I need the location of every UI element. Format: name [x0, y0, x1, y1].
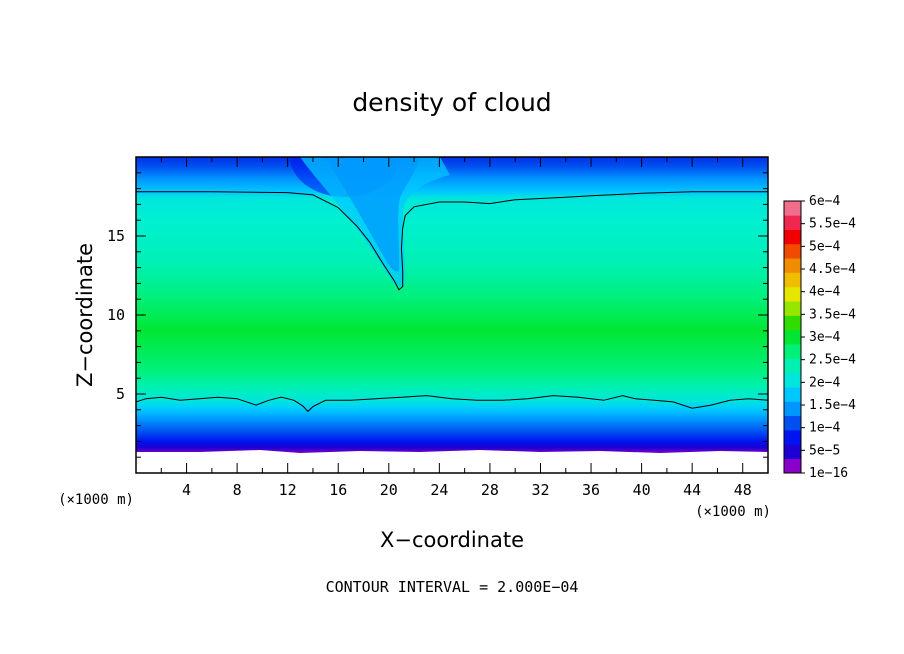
x-tick-label: 40: [633, 481, 651, 499]
x-tick-label: 36: [582, 481, 600, 499]
y-tick-label: 10: [107, 306, 125, 324]
colorbar-swatch: [784, 315, 801, 331]
colorbar-swatch: [784, 401, 801, 417]
x-axis-ticks: 4 8 12 16 20 24 28 32 36 40 44 48: [160, 157, 752, 499]
colorbar-label: 2.5e−4: [809, 353, 856, 368]
y-axis-label: Z−coordinate: [73, 243, 97, 387]
x-tick-label: 44: [683, 481, 701, 499]
colorbar-swatch: [784, 387, 801, 402]
y-axis-ticks: 5 10 15: [107, 172, 768, 458]
colorbar-swatch: [784, 415, 801, 431]
colorbar-swatch: [784, 430, 801, 445]
colorbar-label: 4e−4: [809, 285, 840, 300]
colorbar-label: 1e−16: [809, 466, 848, 481]
y-tick-label: 15: [107, 227, 125, 245]
colorbar-swatch: [784, 272, 801, 288]
downdraft-core: [325, 157, 420, 272]
density-field: [136, 157, 768, 473]
colorbar-swatch: [784, 329, 801, 345]
x-tick-label: 48: [734, 481, 752, 499]
colorbar-swatch: [784, 358, 801, 374]
colorbar-swatch: [784, 258, 801, 273]
chart-title: density of cloud: [352, 88, 551, 117]
contour-line-0: [136, 191, 768, 291]
colorbar-label: 6e−4: [809, 194, 840, 209]
x-tick-label: 12: [279, 481, 297, 499]
x-tick-label: 28: [481, 481, 499, 499]
colorbar-swatch: [784, 344, 801, 359]
x-tick-label: 4: [182, 481, 191, 499]
colorbar-swatch: [784, 458, 801, 474]
colorbar-swatch: [784, 372, 801, 388]
x-axis-label: X−coordinate: [380, 528, 524, 552]
colorbar-label: 5e−5: [809, 443, 840, 458]
ground-region: [136, 450, 768, 473]
colorbar-swatch: [784, 229, 801, 245]
contour-line-1: [136, 395, 768, 413]
colorbar-label: 4.5e−4: [809, 262, 856, 277]
colorbar-label: 3.5e−4: [809, 307, 856, 322]
contour-lines: [136, 191, 768, 413]
colorbar-swatch: [784, 201, 801, 216]
colorbar-label: 1e−4: [809, 421, 840, 436]
x-tick-label: 20: [380, 481, 398, 499]
x-tick-label: 16: [329, 481, 347, 499]
colorbar-swatch: [784, 215, 801, 230]
colorbar-swatch: [784, 286, 801, 302]
colorbar-label: 2e−4: [809, 375, 840, 390]
x-tick-label: 32: [531, 481, 549, 499]
colorbar-swatch: [784, 243, 801, 259]
x-axis-unit-right: (×1000 m): [695, 504, 771, 520]
y-tick-label: 5: [116, 385, 125, 403]
colorbar-label: 1.5e−4: [809, 398, 856, 413]
colorbar-swatch: [784, 301, 801, 316]
x-tick-label: 8: [233, 481, 242, 499]
plot-area: [136, 157, 768, 473]
colorbar: 6e−4 5.5e−4 5e−4 4.5e−4 4e−4 3.5e−4 3e−4 2.5e−4…: [783, 194, 856, 481]
colorbar-swatch: [784, 444, 801, 459]
x-axis-unit-left: (×1000 m): [58, 492, 134, 508]
colorbar-label: 3e−4: [809, 330, 840, 345]
x-tick-label: 24: [430, 481, 448, 499]
colorbar-label: 5.5e−4: [809, 217, 856, 232]
colorbar-label: 5e−4: [809, 239, 840, 254]
contour-interval-note: CONTOUR INTERVAL = 2.000E−04: [326, 578, 579, 596]
